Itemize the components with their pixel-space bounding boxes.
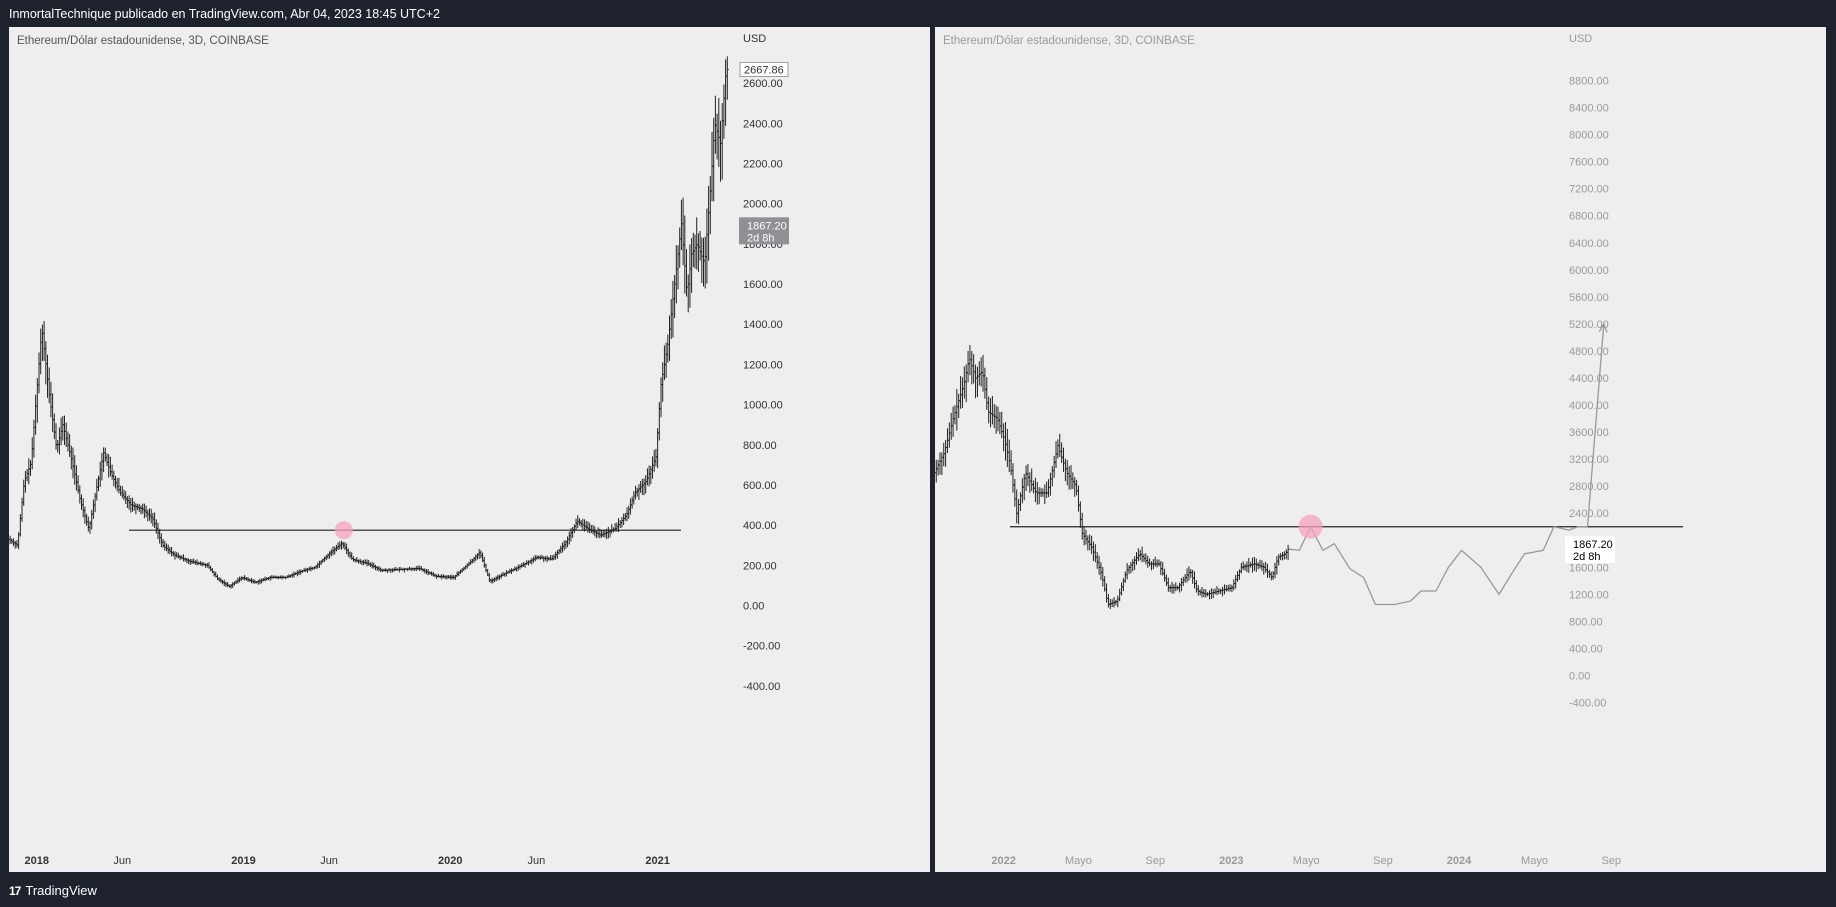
- y-tick-label: 1200.00: [1569, 589, 1609, 601]
- y-tick-label: 4800.00: [1569, 346, 1609, 358]
- chart-panel-right[interactable]: USD -400.00 0.00 400.00 800.00 1200.00 1600.00…: [935, 27, 1826, 872]
- footer-bar: 17 TradingView: [0, 872, 1836, 907]
- symbol-title: Ethereum/Dólar estadounidense, 3D, COINB…: [17, 35, 269, 47]
- x-tick-label: Jun: [528, 855, 546, 867]
- y-tick-label: 400.00: [1569, 643, 1603, 655]
- y-tick-label: 2600.00: [743, 78, 783, 90]
- y-tick-label: 8800.00: [1569, 76, 1609, 88]
- current-price-badge: [739, 217, 789, 245]
- projection-arrowhead: [1598, 322, 1608, 333]
- chart-right[interactable]: USD -400.00 0.00 400.00 800.00 1200.00 1600.00…: [935, 27, 1826, 872]
- y-tick-label: 1200.00: [743, 359, 783, 371]
- last-price-label: 2667.86: [744, 64, 784, 76]
- y-tick-label: 5600.00: [1569, 292, 1609, 304]
- y-tick-label: 600.00: [743, 480, 777, 492]
- y-tick-label: 0.00: [743, 601, 764, 613]
- y-tick-label: 1000.00: [743, 400, 783, 412]
- tradingview-icon: 17: [9, 884, 21, 898]
- x-tick-label: Mayo: [1521, 855, 1548, 867]
- projection-line: [1289, 323, 1605, 606]
- y-tick-label: 6400.00: [1569, 238, 1609, 250]
- x-tick-label: 2024: [1447, 855, 1472, 867]
- chart-panel-left[interactable]: USD -400.00 -200.00 0.00 200.00 400.00 600.00 8…: [9, 27, 930, 872]
- x-tick-label: 2022: [991, 855, 1015, 867]
- y-tick-label: -200.00: [743, 641, 780, 653]
- y-tick-label: -400.00: [743, 681, 780, 693]
- y-tick-label: 6000.00: [1569, 265, 1609, 277]
- x-tick-label: 2019: [231, 855, 255, 867]
- x-tick-label: Jun: [113, 855, 131, 867]
- y-tick-label: 200.00: [743, 560, 777, 572]
- x-tick-label: 2018: [25, 855, 49, 867]
- countdown-label: 2d 8h: [747, 232, 775, 244]
- current-price-badge: [1565, 536, 1615, 564]
- y-tick-label: 2800.00: [1569, 481, 1609, 493]
- currency-label: USD: [743, 33, 766, 45]
- y-tick-label: 4000.00: [1569, 400, 1609, 412]
- currency-label: USD: [1569, 33, 1592, 45]
- y-tick-label: 800.00: [1569, 616, 1603, 628]
- x-tick-label: 2023: [1219, 855, 1243, 867]
- x-tick-label: Jun: [320, 855, 338, 867]
- y-tick-label: 6800.00: [1569, 211, 1609, 223]
- y-tick-label: 2200.00: [743, 158, 783, 170]
- y-tick-label: 2000.00: [743, 199, 783, 211]
- y-tick-label: -400.00: [1569, 698, 1606, 710]
- y-tick-label: 7600.00: [1569, 157, 1609, 169]
- y-tick-label: 4400.00: [1569, 373, 1609, 385]
- y-tick-label: 0.00: [1569, 670, 1590, 682]
- y-tick-label: 7200.00: [1569, 184, 1609, 196]
- brand-name: TradingView: [25, 883, 97, 898]
- y-tick-label: 400.00: [743, 520, 777, 532]
- header-bar: InmortalTechnique publicado en TradingVi…: [0, 0, 1836, 27]
- last-price-badge: [739, 62, 789, 77]
- chart-left[interactable]: USD -400.00 -200.00 0.00 200.00 400.00 600.00 8…: [9, 27, 930, 872]
- y-tick-label: 1600.00: [1569, 562, 1609, 574]
- x-tick-label: Mayo: [1065, 855, 1092, 867]
- y-tick-label: 8400.00: [1569, 103, 1609, 115]
- x-tick-label: 2021: [645, 855, 669, 867]
- highlight-marker: [1298, 514, 1323, 539]
- symbol-title: Ethereum/Dólar estadounidense, 3D, COINB…: [943, 35, 1195, 47]
- y-tick-label: 5200.00: [1569, 319, 1609, 331]
- x-tick-label: Mayo: [1293, 855, 1320, 867]
- current-price-label: 1867.20: [747, 220, 787, 232]
- x-tick-label: Sep: [1601, 855, 1621, 867]
- x-tick-label: 2020: [438, 855, 462, 867]
- publisher-info: InmortalTechnique publicado en TradingVi…: [9, 7, 440, 21]
- y-tick-label: 800.00: [743, 440, 777, 452]
- x-tick-label: Sep: [1373, 855, 1393, 867]
- y-tick-label: 1600.00: [743, 279, 783, 291]
- countdown-label: 2d 8h: [1573, 551, 1601, 563]
- y-tick-label: 3200.00: [1569, 454, 1609, 466]
- highlight-marker: [334, 521, 353, 540]
- x-tick-label: Sep: [1145, 855, 1165, 867]
- y-tick-label: 1400.00: [743, 319, 783, 331]
- y-tick-label: 8000.00: [1569, 130, 1609, 142]
- y-tick-label: 2400.00: [743, 118, 783, 130]
- y-tick-label: 3600.00: [1569, 427, 1609, 439]
- current-price-label: 1867.20: [1573, 539, 1613, 551]
- tradingview-logo[interactable]: 17 TradingView: [9, 883, 97, 898]
